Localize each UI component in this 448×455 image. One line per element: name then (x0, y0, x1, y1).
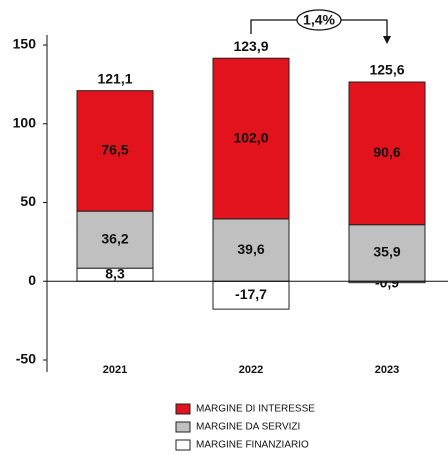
bar-segment (76, 90, 154, 212)
value-label: 39,6 (237, 241, 264, 257)
bar-segment (212, 218, 290, 282)
y-tick-label: -50 (16, 351, 36, 367)
bar-segment (76, 210, 154, 269)
x-tick-label: 2023 (375, 364, 399, 376)
total-label: 121,1 (97, 70, 132, 86)
annotation: 1,4% (303, 12, 335, 28)
bar-segment (348, 81, 426, 226)
legend-swatch (175, 403, 191, 415)
bar-segment (348, 224, 426, 282)
arrow-head (383, 36, 391, 44)
y-tick-label: 100 (13, 114, 37, 130)
value-label: 35,9 (373, 244, 400, 260)
value-label: 90,6 (373, 144, 400, 160)
value-label: 8,3 (105, 265, 125, 281)
y-tick-label: 0 (28, 272, 36, 288)
x-tick-label: 2021 (103, 364, 127, 376)
legend-label: MARGINE DA SERVIZI (196, 422, 300, 433)
value-label: 102,0 (233, 129, 268, 145)
value-label: -17,7 (235, 286, 267, 302)
x-tick-label: 2022 (239, 364, 263, 376)
annotation-oval (296, 9, 342, 31)
total-label: 123,9 (233, 38, 268, 54)
legend-swatch (175, 439, 191, 451)
value-label: 36,2 (101, 230, 128, 246)
legend-swatch (175, 421, 191, 433)
total-label: 125,6 (369, 62, 404, 78)
legend-label: MARGINE FINANZIARIO (196, 440, 309, 451)
bar-segment (212, 57, 290, 220)
legend-label: MARGINE DI INTERESSE (196, 404, 315, 415)
y-tick-label: 150 (13, 36, 37, 52)
y-tick-label: 50 (20, 193, 36, 209)
value-label: 76,5 (101, 142, 128, 158)
